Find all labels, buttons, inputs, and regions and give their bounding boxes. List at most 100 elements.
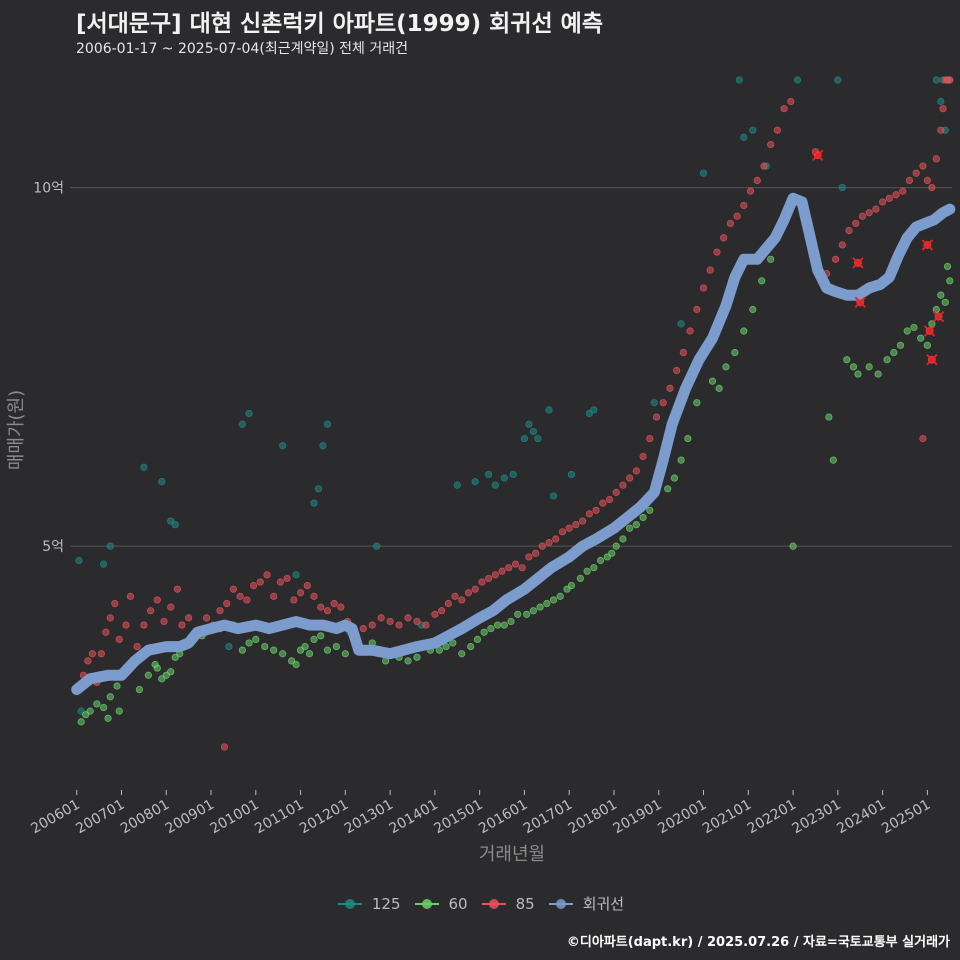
scatter-point-85	[892, 191, 900, 199]
scatter-point-85	[229, 585, 238, 593]
scatter-point-60	[301, 642, 309, 651]
scatter-point-85	[185, 614, 193, 622]
x-tick-label: 201101	[252, 797, 306, 838]
scatter-point-85	[885, 194, 893, 202]
scatter-point-85	[726, 219, 734, 228]
scatter-point-60	[556, 592, 564, 600]
scatter-point-125	[471, 478, 479, 486]
legend: 125 60 85 회귀선	[0, 893, 960, 915]
scatter-point-85	[626, 474, 634, 482]
scatter-point-60	[646, 506, 654, 514]
scatter-point-60	[928, 320, 936, 328]
scatter-point-60	[590, 564, 598, 572]
scatter-point-125	[238, 420, 246, 428]
scatter-point-85	[558, 528, 567, 536]
credit-text: ©디아파트(dapt.kr) / 2025.07.26 / 자료=국토교통부 실…	[566, 935, 950, 950]
x-tick-label: 200701	[73, 797, 127, 838]
scatter-point-85	[579, 517, 587, 525]
scatter-point-85	[102, 628, 110, 636]
scatter-point-85	[565, 524, 573, 532]
scatter-point-60	[937, 291, 945, 299]
scatter-point-85	[666, 384, 674, 392]
scatter-point-60	[113, 682, 121, 690]
scatter-point-60	[292, 660, 300, 669]
scatter-point-85	[905, 176, 914, 185]
scatter-point-125	[453, 481, 461, 489]
scatter-point-60	[270, 646, 278, 654]
scatter-point-85	[270, 592, 278, 600]
scatter-point-85	[140, 621, 148, 629]
scatter-point-60	[523, 610, 531, 618]
scatter-point-125	[735, 76, 743, 84]
highlighted-point	[926, 354, 938, 366]
chart-title: [서대문구] 대현 신촌럭키 아파트(1999) 회귀선 예측	[76, 11, 603, 37]
scatter-point-60	[693, 399, 701, 407]
scatter-point-60	[467, 642, 475, 651]
scatter-point-60	[767, 255, 775, 263]
scatter-point-85	[693, 305, 701, 314]
scatter-point-125	[310, 499, 318, 507]
scatter-point-85	[599, 499, 607, 507]
scatter-point-85	[639, 452, 647, 461]
x-tick-label: 201601	[476, 797, 530, 838]
scatter-point-60	[684, 434, 692, 443]
scatter-point-60	[829, 456, 837, 464]
scatter-point-60	[874, 370, 882, 378]
scatter-point-85	[706, 266, 714, 274]
scatter-point-125	[749, 126, 757, 134]
legend-swatch	[413, 897, 441, 911]
scatter-point-60	[932, 305, 940, 314]
scatter-point-85	[413, 617, 421, 626]
scatter-point-60	[106, 693, 114, 701]
scatter-point-85	[699, 284, 708, 292]
scatter-points	[75, 76, 954, 751]
highlighted-point	[812, 149, 824, 161]
scatter-point-85	[773, 126, 781, 134]
regression-line	[71, 192, 956, 696]
scatter-point-85	[511, 560, 520, 568]
scatter-point-60	[865, 363, 873, 371]
scatter-point-125	[106, 542, 114, 550]
x-tick-label: 202001	[655, 797, 709, 838]
scatter-point-125	[650, 399, 658, 407]
scatter-point-60	[883, 356, 891, 364]
scatter-point-85	[532, 549, 540, 557]
scatter-point-60	[536, 603, 544, 611]
scatter-point-60	[910, 323, 918, 332]
scatter-point-85	[115, 635, 123, 643]
scatter-point-85	[444, 599, 452, 608]
scatter-point-125	[319, 442, 327, 450]
scatter-point-85	[679, 348, 687, 357]
scatter-point-85	[746, 187, 755, 195]
scatter-point-85	[498, 567, 506, 575]
scatter-point-125	[485, 470, 493, 479]
scatter-point-60	[279, 650, 287, 658]
x-tick-label: 200801	[118, 797, 172, 838]
scatter-point-85	[97, 650, 105, 658]
scatter-point-85	[236, 592, 244, 600]
scatter-point-85	[865, 209, 873, 217]
scatter-point-60	[825, 413, 833, 421]
scatter-point-60	[104, 714, 112, 722]
scatter-point-60	[413, 653, 421, 661]
scatter-point-125	[171, 521, 179, 529]
legend-swatch	[336, 897, 364, 911]
scatter-point-60	[500, 621, 508, 629]
scatter-point-125	[245, 409, 253, 418]
scatter-point-60	[722, 363, 730, 371]
chart-subtitle: 2006-01-17 ~ 2025-07-04(최근계약일) 전체 거래건	[76, 41, 408, 57]
legend-label: 회귀선	[582, 895, 625, 913]
y-tick-label: 10억	[33, 181, 64, 197]
scatter-point-85	[845, 227, 853, 235]
scatter-point-125	[534, 434, 542, 443]
scatter-point-85	[256, 578, 264, 586]
scatter-point-85	[296, 589, 305, 597]
scatter-point-85	[438, 607, 446, 615]
scatter-point-60	[632, 521, 640, 529]
highlighted-point	[923, 325, 936, 337]
scatter-point-60	[115, 707, 123, 715]
scatter-point-60	[715, 384, 723, 392]
scatter-point-125	[838, 183, 846, 192]
scatter-point-125	[225, 642, 233, 651]
x-tick-label: 202101	[700, 797, 754, 838]
